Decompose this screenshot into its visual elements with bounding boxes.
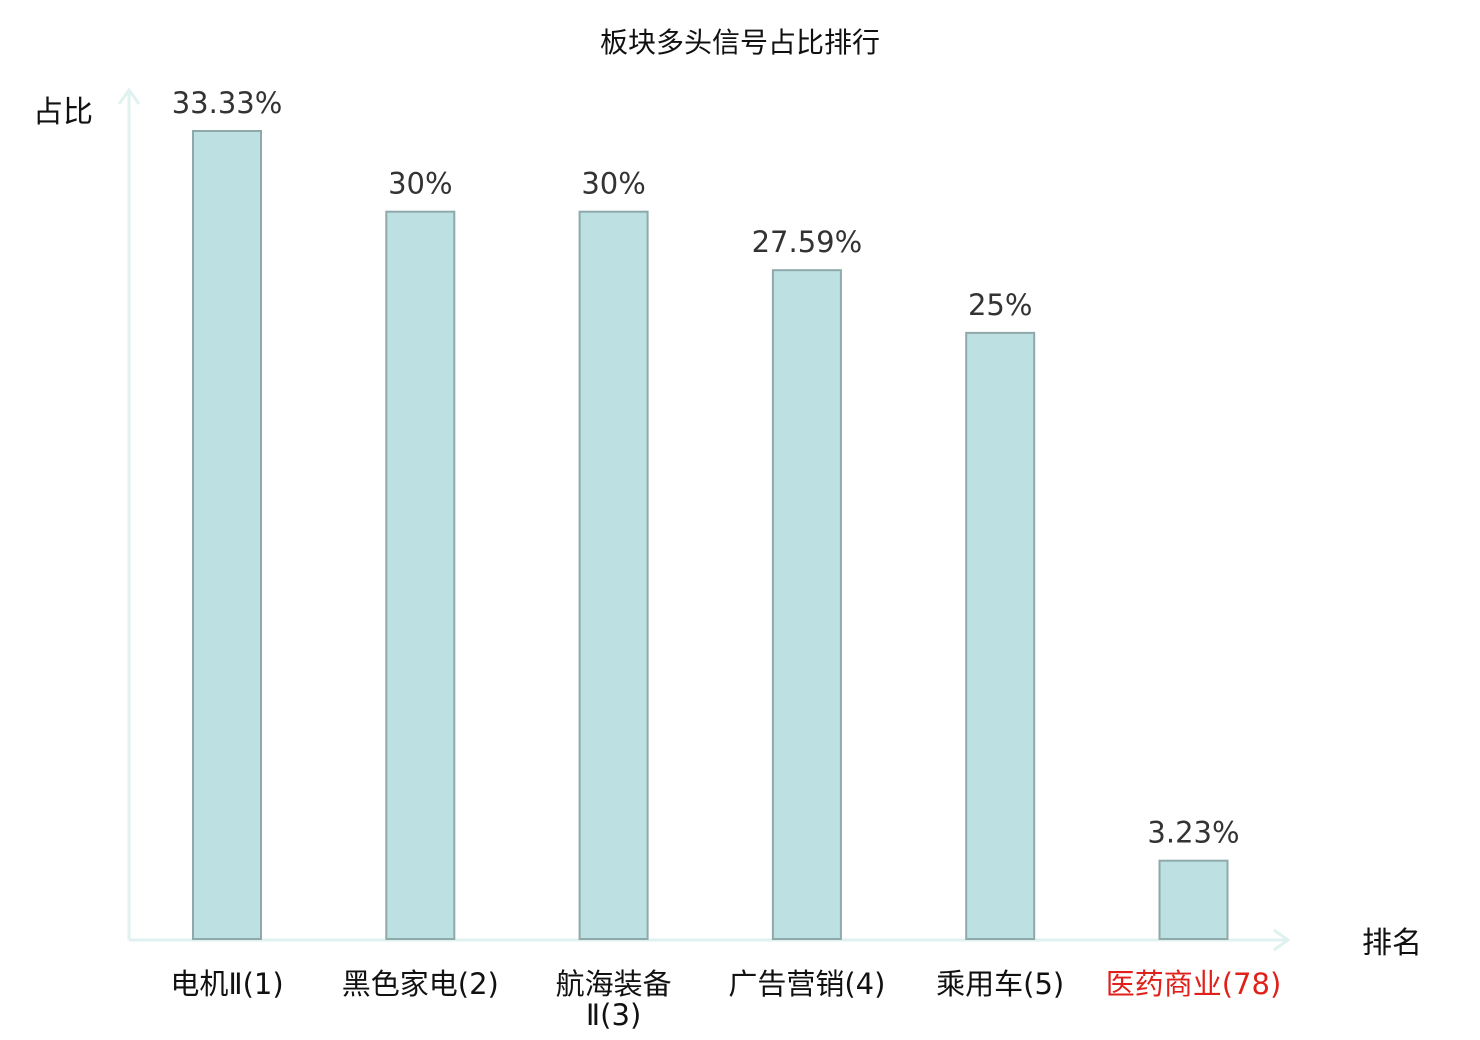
bar [771,269,842,940]
axes [117,87,1291,952]
data-label: 30% [388,167,452,201]
bar [965,331,1036,940]
chart-title: 板块多头信号占比排行 [600,26,880,59]
data-label: 27.59% [752,225,863,259]
bars-group [192,130,1229,941]
y-axis-label: 占比 [33,95,93,130]
x-tick-label: 广告营销(4) [728,967,885,1001]
x-axis-arrowhead [1273,928,1291,952]
data-label: 30% [581,167,645,201]
x-tick-label: 乘用车(5) [936,967,1064,1001]
x-tick-label: 航海装备 [556,967,672,1001]
x-tick-label: 医药商业(78) [1106,967,1282,1001]
x-tick-label: Ⅱ(3) [586,998,641,1032]
value-labels-group: 33.33% 30% 30% 27.59% 25% 3.23% [172,86,1240,850]
bar [1158,859,1229,941]
x-axis-label: 排名 [1362,926,1422,961]
x-tick-label: 黑色家电(2) [342,967,499,1001]
y-axis-arrowhead [117,87,141,105]
bar [192,130,262,940]
bar [385,210,456,940]
data-label: 33.33% [172,86,283,120]
x-tick-label: 电机Ⅱ(1) [170,967,283,1001]
data-label: 3.23% [1147,816,1239,850]
bar [578,210,649,940]
data-label: 25% [968,288,1032,322]
